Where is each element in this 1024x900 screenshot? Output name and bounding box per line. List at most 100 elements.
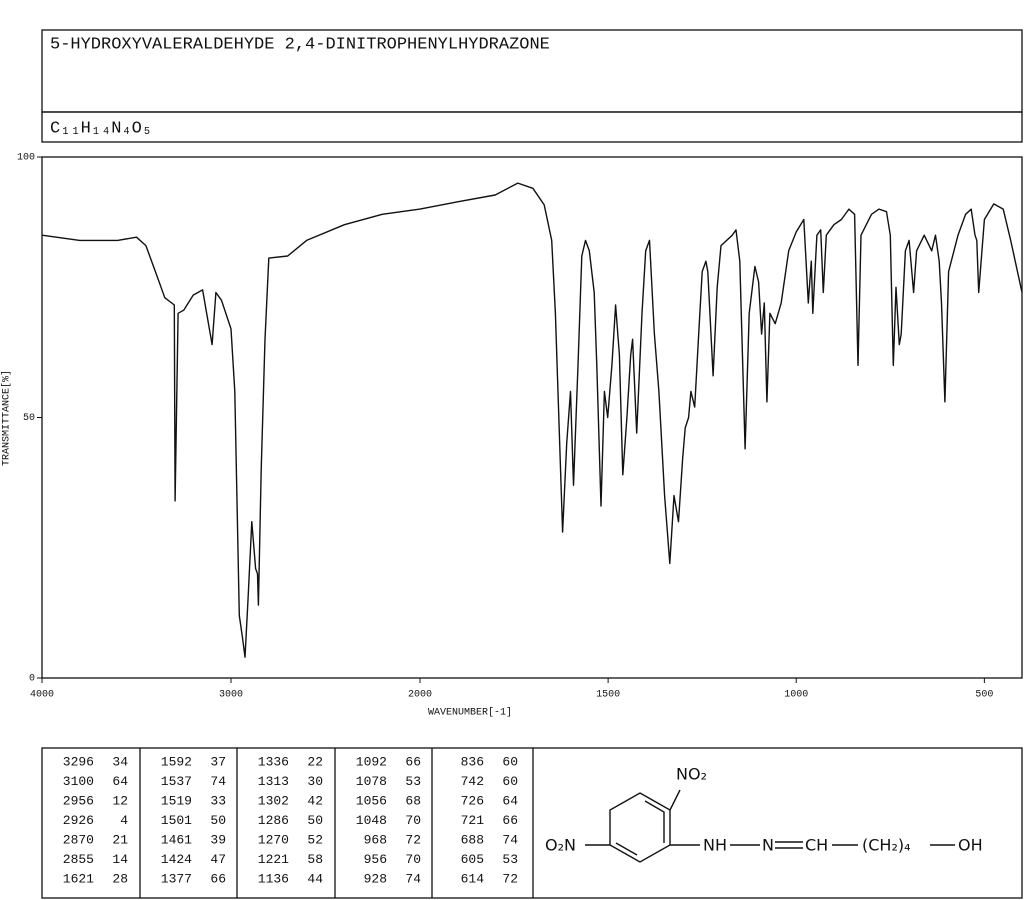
peak-transmittance: 47 — [210, 852, 226, 867]
x-tick-label: 1500 — [596, 690, 620, 701]
peak-wavenumber: 1048 — [356, 813, 387, 828]
peak-wavenumber: 1424 — [161, 852, 192, 867]
peak-transmittance: 64 — [502, 793, 518, 808]
peak-transmittance: 4 — [120, 813, 128, 828]
structure-label: (CH₂)₄ — [862, 836, 911, 855]
peak-transmittance: 33 — [210, 793, 226, 808]
peak-transmittance: 70 — [405, 852, 421, 867]
structure-label: O₂N — [545, 836, 576, 855]
peak-transmittance: 53 — [405, 774, 421, 789]
peak-transmittance: 74 — [210, 774, 226, 789]
peak-transmittance: 66 — [405, 754, 421, 769]
peak-wavenumber: 688 — [461, 832, 484, 847]
x-tick-label: 1000 — [784, 690, 808, 701]
y-tick-label: 100 — [17, 153, 35, 164]
peak-wavenumber: 2956 — [63, 793, 94, 808]
structure: NO₂ O₂N NH N CH (CH₂)₄ OH — [545, 765, 983, 863]
peak-transmittance: 74 — [502, 832, 518, 847]
x-tick-label: 3000 — [219, 690, 243, 701]
peak-transmittance: 22 — [307, 754, 323, 769]
peak-wavenumber: 2926 — [63, 813, 94, 828]
peak-transmittance: 39 — [210, 832, 226, 847]
table-frame — [41, 747, 1023, 899]
peak-wavenumber: 1592 — [161, 754, 192, 769]
peak-wavenumber: 928 — [364, 871, 387, 886]
peak-transmittance: 34 — [112, 754, 128, 769]
peak-wavenumber: 956 — [364, 852, 387, 867]
peak-wavenumber: 726 — [461, 793, 484, 808]
peak-wavenumber: 2870 — [63, 832, 94, 847]
peak-transmittance: 30 — [307, 774, 323, 789]
peak-transmittance: 72 — [405, 832, 421, 847]
x-tick-label: 500 — [975, 690, 993, 701]
peak-transmittance: 72 — [502, 871, 518, 886]
bond — [669, 789, 681, 811]
structure-label: NH — [703, 836, 727, 855]
peak-wavenumber: 1461 — [161, 832, 192, 847]
peak-wavenumber: 1302 — [258, 793, 289, 808]
structure-label: OH — [958, 836, 983, 855]
structure-label: NO₂ — [676, 765, 707, 784]
y-tick-label: 0 — [29, 674, 35, 685]
ring-inner — [615, 842, 638, 856]
peak-transmittance: 50 — [210, 813, 226, 828]
spectrum-line — [41, 182, 1023, 658]
peak-wavenumber: 605 — [461, 852, 484, 867]
peak-transmittance: 21 — [112, 832, 128, 847]
peak-wavenumber: 1336 — [258, 754, 289, 769]
peak-transmittance: 60 — [502, 754, 518, 769]
peak-transmittance: 52 — [307, 832, 323, 847]
peak-transmittance: 14 — [112, 852, 128, 867]
plot-frame — [41, 156, 1023, 679]
peak-transmittance: 42 — [307, 793, 323, 808]
formula-box — [41, 111, 1023, 143]
peak-transmittance: 12 — [112, 793, 128, 808]
peak-wavenumber: 1136 — [258, 871, 289, 886]
peak-wavenumber: 1501 — [161, 813, 192, 828]
peak-wavenumber: 1092 — [356, 754, 387, 769]
peak-wavenumber: 1286 — [258, 813, 289, 828]
x-axis-label: WAVENUMBER[-1] — [428, 707, 512, 719]
peak-wavenumber: 1537 — [161, 774, 192, 789]
peak-wavenumber: 1377 — [161, 871, 192, 886]
peak-wavenumber: 836 — [461, 754, 484, 769]
peak-transmittance: 66 — [502, 813, 518, 828]
peak-wavenumber: 3296 — [63, 754, 94, 769]
x-tick-label: 4000 — [30, 690, 54, 701]
peak-wavenumber: 1221 — [258, 852, 289, 867]
peak-wavenumber: 1519 — [161, 793, 192, 808]
x-tick-label: 2000 — [408, 690, 432, 701]
peak-transmittance: 70 — [405, 813, 421, 828]
formula: C₁₁H₁₄N₄O₅ — [50, 119, 152, 138]
peak-transmittance: 74 — [405, 871, 421, 886]
peak-wavenumber: 721 — [461, 813, 485, 828]
peak-transmittance: 58 — [307, 852, 323, 867]
structure-label: CH — [805, 836, 828, 855]
ring-inner — [644, 800, 665, 843]
peak-wavenumber: 742 — [461, 774, 484, 789]
peak-transmittance: 64 — [112, 774, 128, 789]
peak-transmittance: 50 — [307, 813, 323, 828]
y-tick-label: 50 — [23, 413, 35, 424]
peak-wavenumber: 1270 — [258, 832, 289, 847]
peak-wavenumber: 614 — [461, 871, 485, 886]
y-axis-label: TRANSMITTANCE[%] — [1, 370, 13, 466]
peak-transmittance: 53 — [502, 852, 518, 867]
ring — [609, 792, 671, 863]
peak-transmittance: 66 — [210, 871, 226, 886]
compound-name: 5-HYDROXYVALERALDEHYDE 2,4-DINITROPHENYL… — [50, 35, 550, 54]
peak-wavenumber: 1056 — [356, 793, 387, 808]
structure-label: N — [762, 836, 774, 855]
peak-transmittance: 37 — [210, 754, 226, 769]
peak-wavenumber: 1621 — [63, 871, 94, 886]
peak-transmittance: 60 — [502, 774, 518, 789]
peak-wavenumber: 2855 — [63, 852, 94, 867]
peak-wavenumber: 1313 — [258, 774, 289, 789]
peak-wavenumber: 1078 — [356, 774, 387, 789]
peak-transmittance: 28 — [112, 871, 128, 886]
peak-transmittance: 68 — [405, 793, 421, 808]
peak-wavenumber: 968 — [364, 832, 387, 847]
peak-wavenumber: 3100 — [63, 774, 94, 789]
peak-transmittance: 44 — [307, 871, 323, 886]
